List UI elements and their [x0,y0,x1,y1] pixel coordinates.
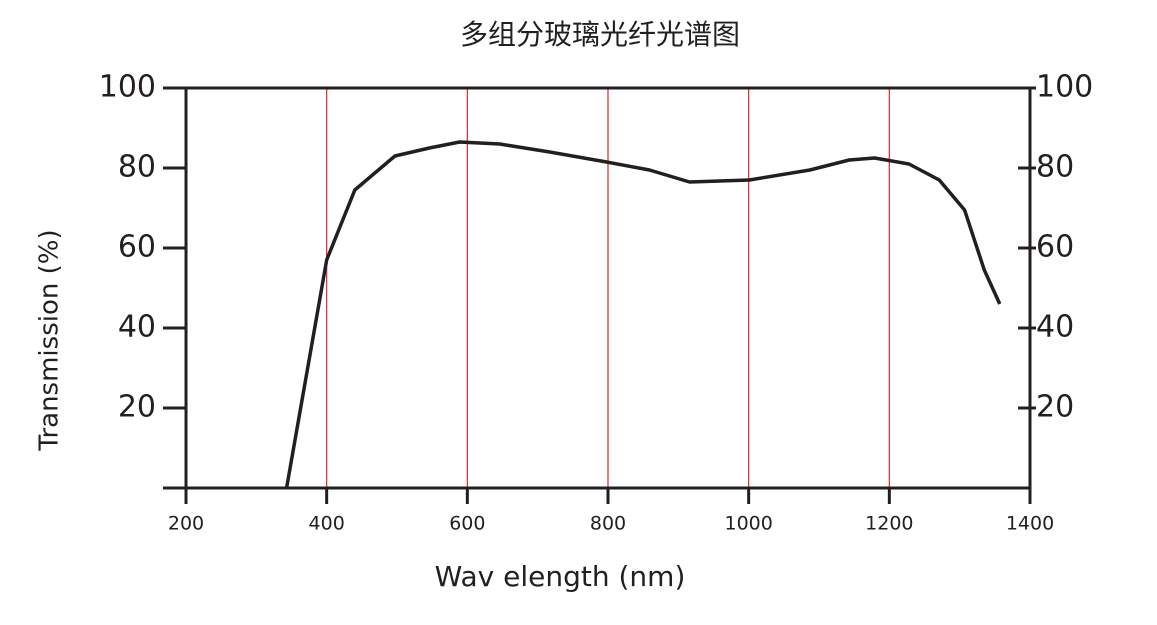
y2-tick-label: 40 [1036,310,1074,345]
x-tick-label: 1000 [724,513,772,535]
chart-title: 多组分玻璃光纤光谱图 [460,18,740,51]
transmission-line [284,140,1002,489]
y-tick-label: 40 [118,310,156,345]
y-tick-label: 20 [118,390,156,425]
x-tick-label: 200 [168,513,204,535]
y2-tick-label: 60 [1036,230,1074,265]
y-tick-label: 100 [99,70,156,105]
x-tick-label: 800 [590,513,626,535]
x-tick-label: 1400 [1006,513,1054,535]
y2-tick-label: 80 [1036,150,1074,185]
x-axis-label: Wav elength (nm) [435,560,686,593]
x-tick-label: 600 [449,513,485,535]
x-tick-label: 1200 [865,513,913,535]
y-tick-label: 60 [118,230,156,265]
y2-tick-label: 100 [1036,70,1093,105]
y2-tick-label: 20 [1036,390,1074,425]
y-tick-label: 80 [118,150,156,185]
y-axis-label: Transmission (%) [35,229,65,451]
x-tick-label: 400 [309,513,345,535]
